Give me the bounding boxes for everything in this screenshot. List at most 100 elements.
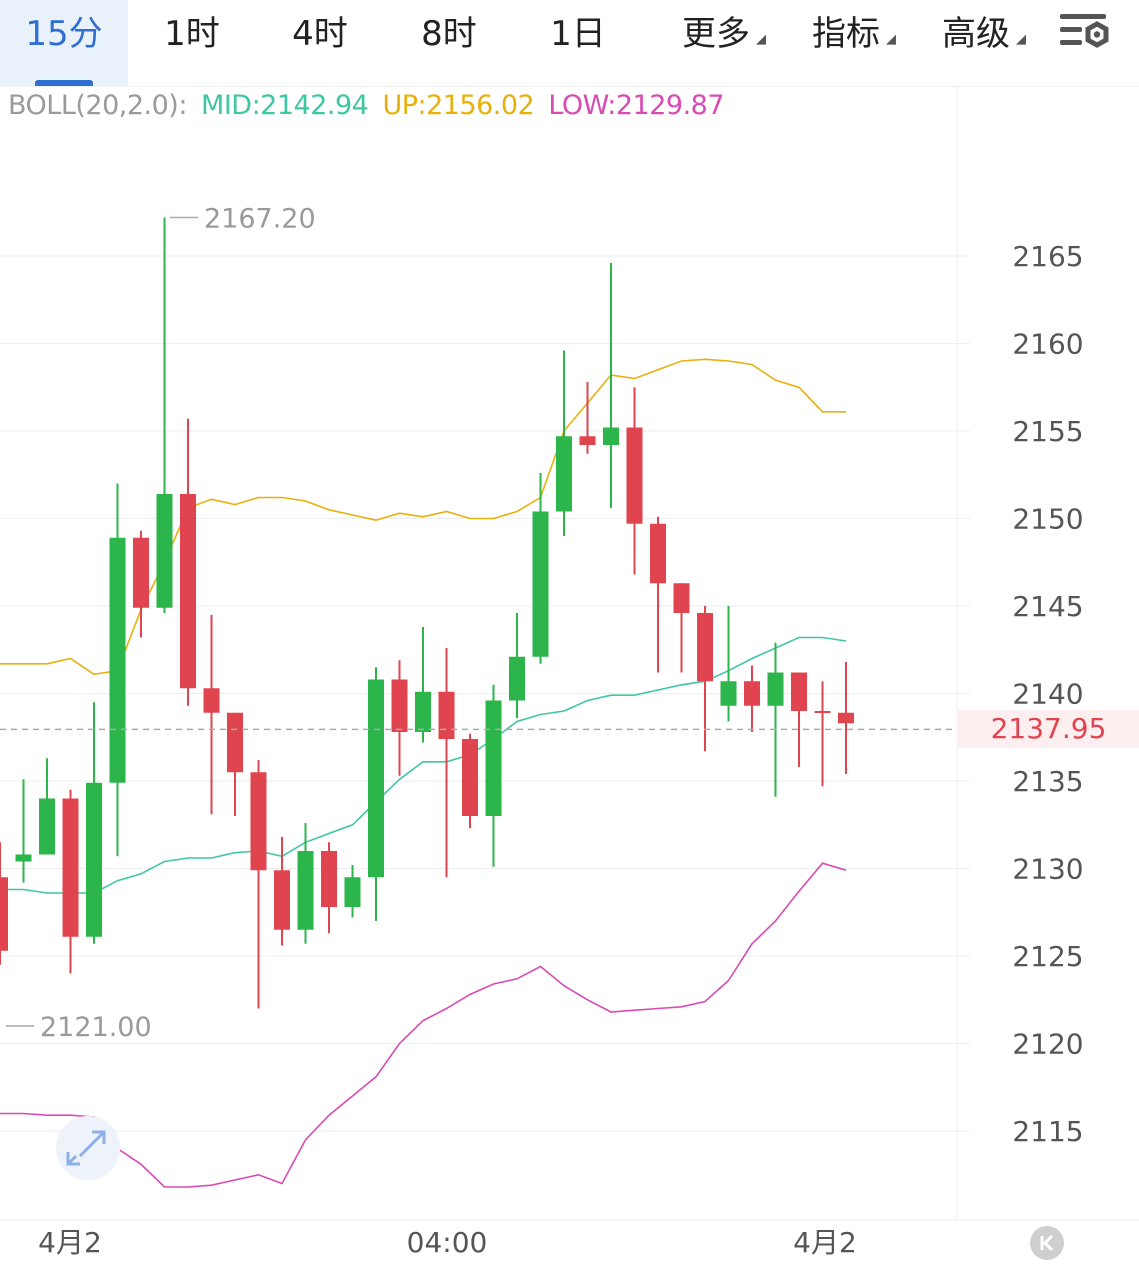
y-tick-label: 2145 — [1012, 590, 1083, 623]
expand-arrows-icon — [66, 1130, 106, 1166]
tab-1d[interactable]: 1日 — [514, 0, 642, 86]
candle — [462, 733, 478, 829]
candle — [673, 583, 690, 673]
tab-8h[interactable]: 8时 — [384, 0, 514, 86]
boll-up-value: UP:2156.02 — [382, 90, 535, 121]
candle — [579, 382, 596, 454]
candle — [556, 350, 572, 536]
max-price-label: 2167.20 — [204, 204, 316, 235]
tab-label: 4时 — [292, 14, 348, 54]
active-tab-indicator — [35, 80, 93, 86]
candle — [838, 662, 854, 774]
candle — [15, 779, 32, 883]
candle-body — [838, 712, 854, 724]
caret-down-icon: ◢ — [756, 32, 766, 47]
candle — [227, 712, 243, 816]
y-tick-label: 2150 — [1012, 503, 1083, 536]
candle — [626, 387, 643, 575]
boll-lower-line — [0, 862, 847, 1188]
boll-low-value: LOW:2129.87 — [548, 90, 725, 121]
candle-body — [720, 681, 737, 706]
candle — [791, 672, 807, 767]
candle — [415, 627, 431, 743]
candle — [344, 865, 361, 918]
candle-body — [556, 436, 572, 512]
candle-body — [579, 436, 596, 445]
candle-body — [250, 772, 267, 871]
chart-settings-icon — [1060, 14, 1109, 48]
y-tick-label: 2130 — [1012, 853, 1083, 886]
candle-body — [297, 851, 314, 930]
candle-body — [62, 798, 79, 937]
candle-body — [791, 672, 807, 711]
chevron-double-left-icon — [1040, 1234, 1054, 1252]
candle-body — [509, 656, 525, 701]
tab-label: 15分 — [25, 14, 103, 54]
tab-advanced[interactable]: 高级 ◢ — [922, 0, 1030, 86]
candle — [603, 263, 619, 508]
candle-body — [415, 691, 431, 732]
candle-body — [814, 711, 831, 713]
candle-body — [767, 672, 784, 706]
candle-body — [86, 782, 102, 937]
tab-label: 高级 — [942, 14, 1010, 54]
candle — [532, 473, 549, 664]
tab-15min[interactable]: 15分 — [0, 0, 128, 86]
y-tick-label: 2135 — [1012, 765, 1083, 798]
tab-label: 更多 — [682, 14, 750, 54]
chart-settings-button[interactable] — [1056, 10, 1112, 58]
boll-indicator-legend: BOLL(20,2.0): MID:2142.94 UP:2156.02 LOW… — [8, 90, 730, 121]
y-tick-label: 2120 — [1012, 1028, 1083, 1061]
tab-label: 1时 — [164, 14, 220, 54]
candle — [438, 648, 455, 878]
candle-body — [180, 494, 196, 689]
caret-down-icon: ◢ — [1016, 32, 1026, 47]
timeframe-tab-bar: 15分 1时 4时 8时 1日 更多 ◢ 指标 ◢ 高级 ◢ — [0, 0, 1139, 87]
y-tick-label: 2140 — [1012, 678, 1083, 711]
expand-chart-button[interactable] — [56, 1116, 120, 1180]
candle — [697, 606, 713, 752]
candle-body — [744, 681, 760, 706]
candlestick-chart[interactable]: 2165 2160 2155 2150 2145 2140 2135 2130 2125 2120… — [0, 86, 1139, 1263]
candle — [321, 842, 337, 934]
candle-body — [109, 537, 126, 783]
candle-body — [156, 494, 173, 608]
candle-body — [133, 537, 149, 608]
tab-label: 指标 — [812, 14, 880, 54]
caret-down-icon: ◢ — [886, 32, 896, 47]
candle-body — [0, 877, 8, 951]
boll-name: BOLL(20,2.0): — [8, 90, 187, 121]
candle-body — [39, 798, 55, 855]
tab-1h[interactable]: 1时 — [128, 0, 256, 86]
candle — [650, 516, 666, 673]
candle-body — [391, 679, 408, 732]
tab-more[interactable]: 更多 ◢ — [662, 0, 770, 86]
candle-body — [274, 870, 290, 930]
candle — [133, 530, 149, 638]
candle — [297, 823, 314, 944]
tab-4h[interactable]: 4时 — [256, 0, 384, 86]
last-price-tag: 2137.95 — [958, 710, 1139, 748]
candle — [720, 606, 737, 722]
candle — [274, 837, 290, 946]
candle — [156, 217, 173, 613]
candle — [180, 418, 196, 706]
x-tick-label: 4月2 — [38, 1226, 102, 1259]
candle-body — [368, 679, 384, 878]
x-tick-label: 04:00 — [407, 1226, 488, 1259]
candle — [62, 789, 79, 974]
candle — [767, 642, 784, 797]
candle — [368, 667, 384, 921]
y-tick-label: 2165 — [1012, 240, 1083, 273]
candle-body — [438, 691, 455, 739]
candle-body — [15, 854, 32, 862]
tab-indicators[interactable]: 指标 ◢ — [792, 0, 900, 86]
candle-body — [626, 427, 643, 524]
candle-body — [697, 613, 713, 682]
x-tick-label: 4月2 — [793, 1226, 857, 1259]
scroll-to-latest-button[interactable] — [1030, 1226, 1064, 1260]
candle-body — [532, 511, 549, 657]
min-price-label: 2121.00 — [40, 1012, 152, 1043]
candle-body — [344, 877, 361, 907]
candle — [0, 842, 8, 965]
